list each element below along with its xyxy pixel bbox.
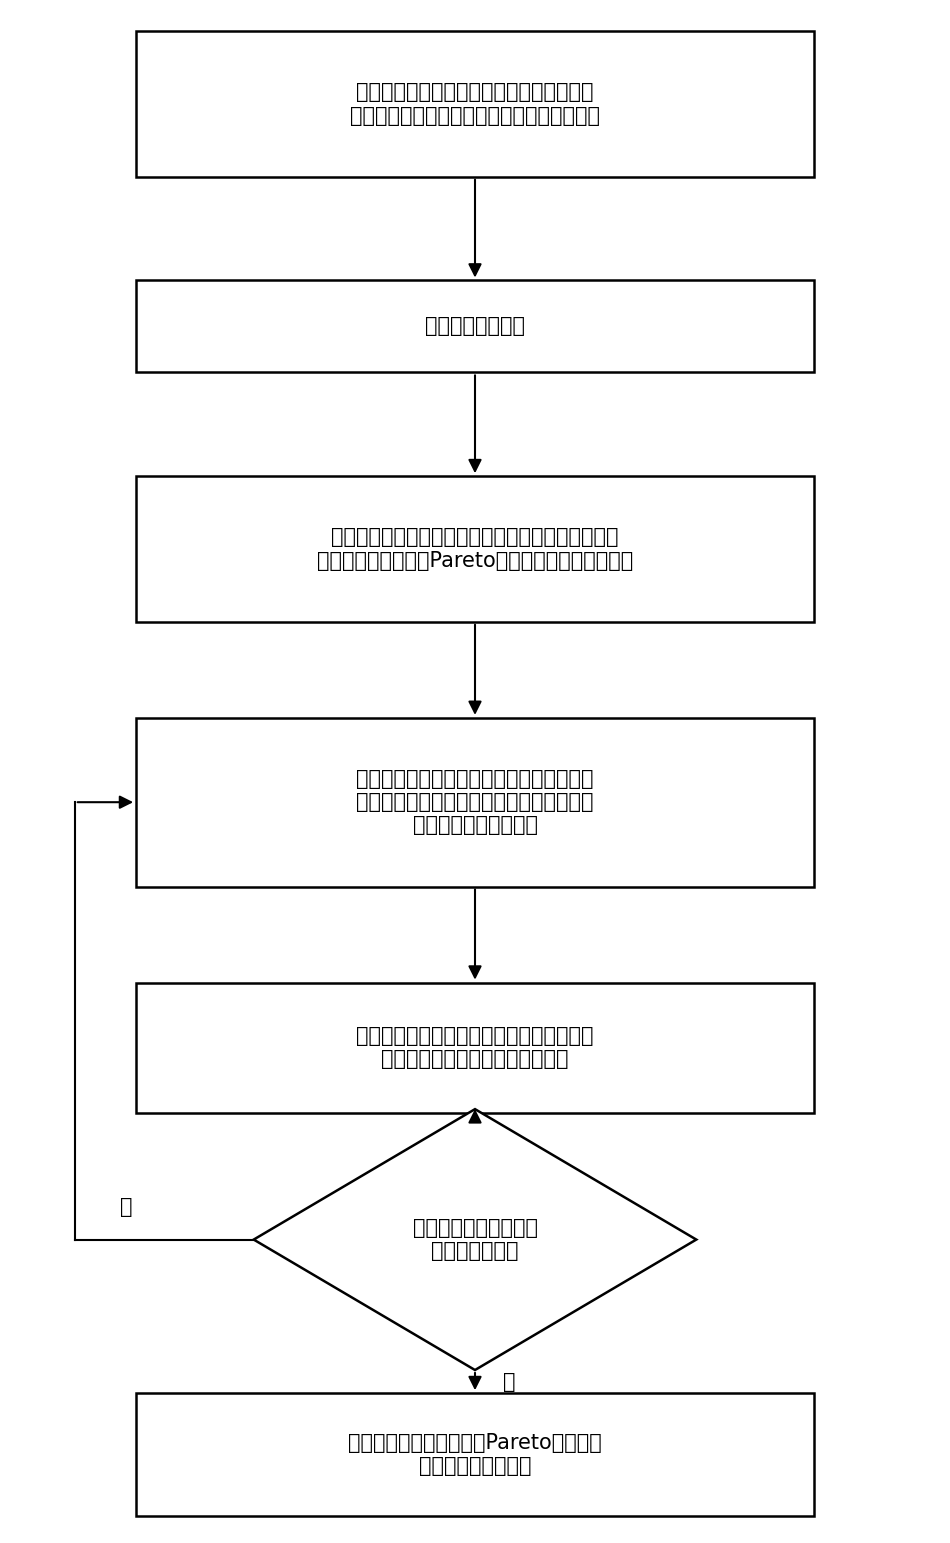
Text: 输出外部存储器，即一组Pareto非支配的
柔性作业车间调度解: 输出外部存储器，即一组Pareto非支配的 柔性作业车间调度解 [348, 1433, 602, 1477]
Bar [136, 31, 814, 177]
Bar [136, 281, 814, 372]
Bar [136, 983, 814, 1113]
Text: 生成子代群体。进行交配选择，采用自适应
变异算子和基于修复的交叉算子繁殖子代个
体，并更新外部存储器: 生成子代群体。进行交配选择，采用自适应 变异算子和基于修复的交叉算子繁殖子代个 … [356, 768, 594, 835]
Text: 否: 否 [121, 1196, 133, 1216]
Text: 利用生成的子代群体对各子问题的当前最优
个体进行更新，构成新的父代群体: 利用生成的子代群体对各子问题的当前最优 个体进行更新，构成新的父代群体 [356, 1026, 594, 1069]
Polygon shape [254, 1109, 696, 1370]
Bar [136, 717, 814, 887]
Text: 初始化，读取柔性作业车间的作业和机器属
性等输入信息；定义优化目标，设定约束条件: 初始化，读取柔性作业车间的作业和机器属 性等输入信息；定义优化目标，设定约束条件 [350, 82, 600, 125]
Bar [136, 1393, 814, 1515]
Text: 确定每个子问题的邻域，产生初始父代群体，从初始
群体中确定出所有的Pareto非支配解构成外部存储器: 确定每个子问题的邻域，产生初始父代群体，从初始 群体中确定出所有的Pareto非… [317, 528, 633, 571]
Text: 判断个体目标评价次数
是否达到最大？: 判断个体目标评价次数 是否达到最大？ [412, 1217, 538, 1261]
Text: 是: 是 [504, 1372, 516, 1392]
Bar [136, 477, 814, 622]
Text: 初始化算法的参数: 初始化算法的参数 [425, 316, 525, 336]
